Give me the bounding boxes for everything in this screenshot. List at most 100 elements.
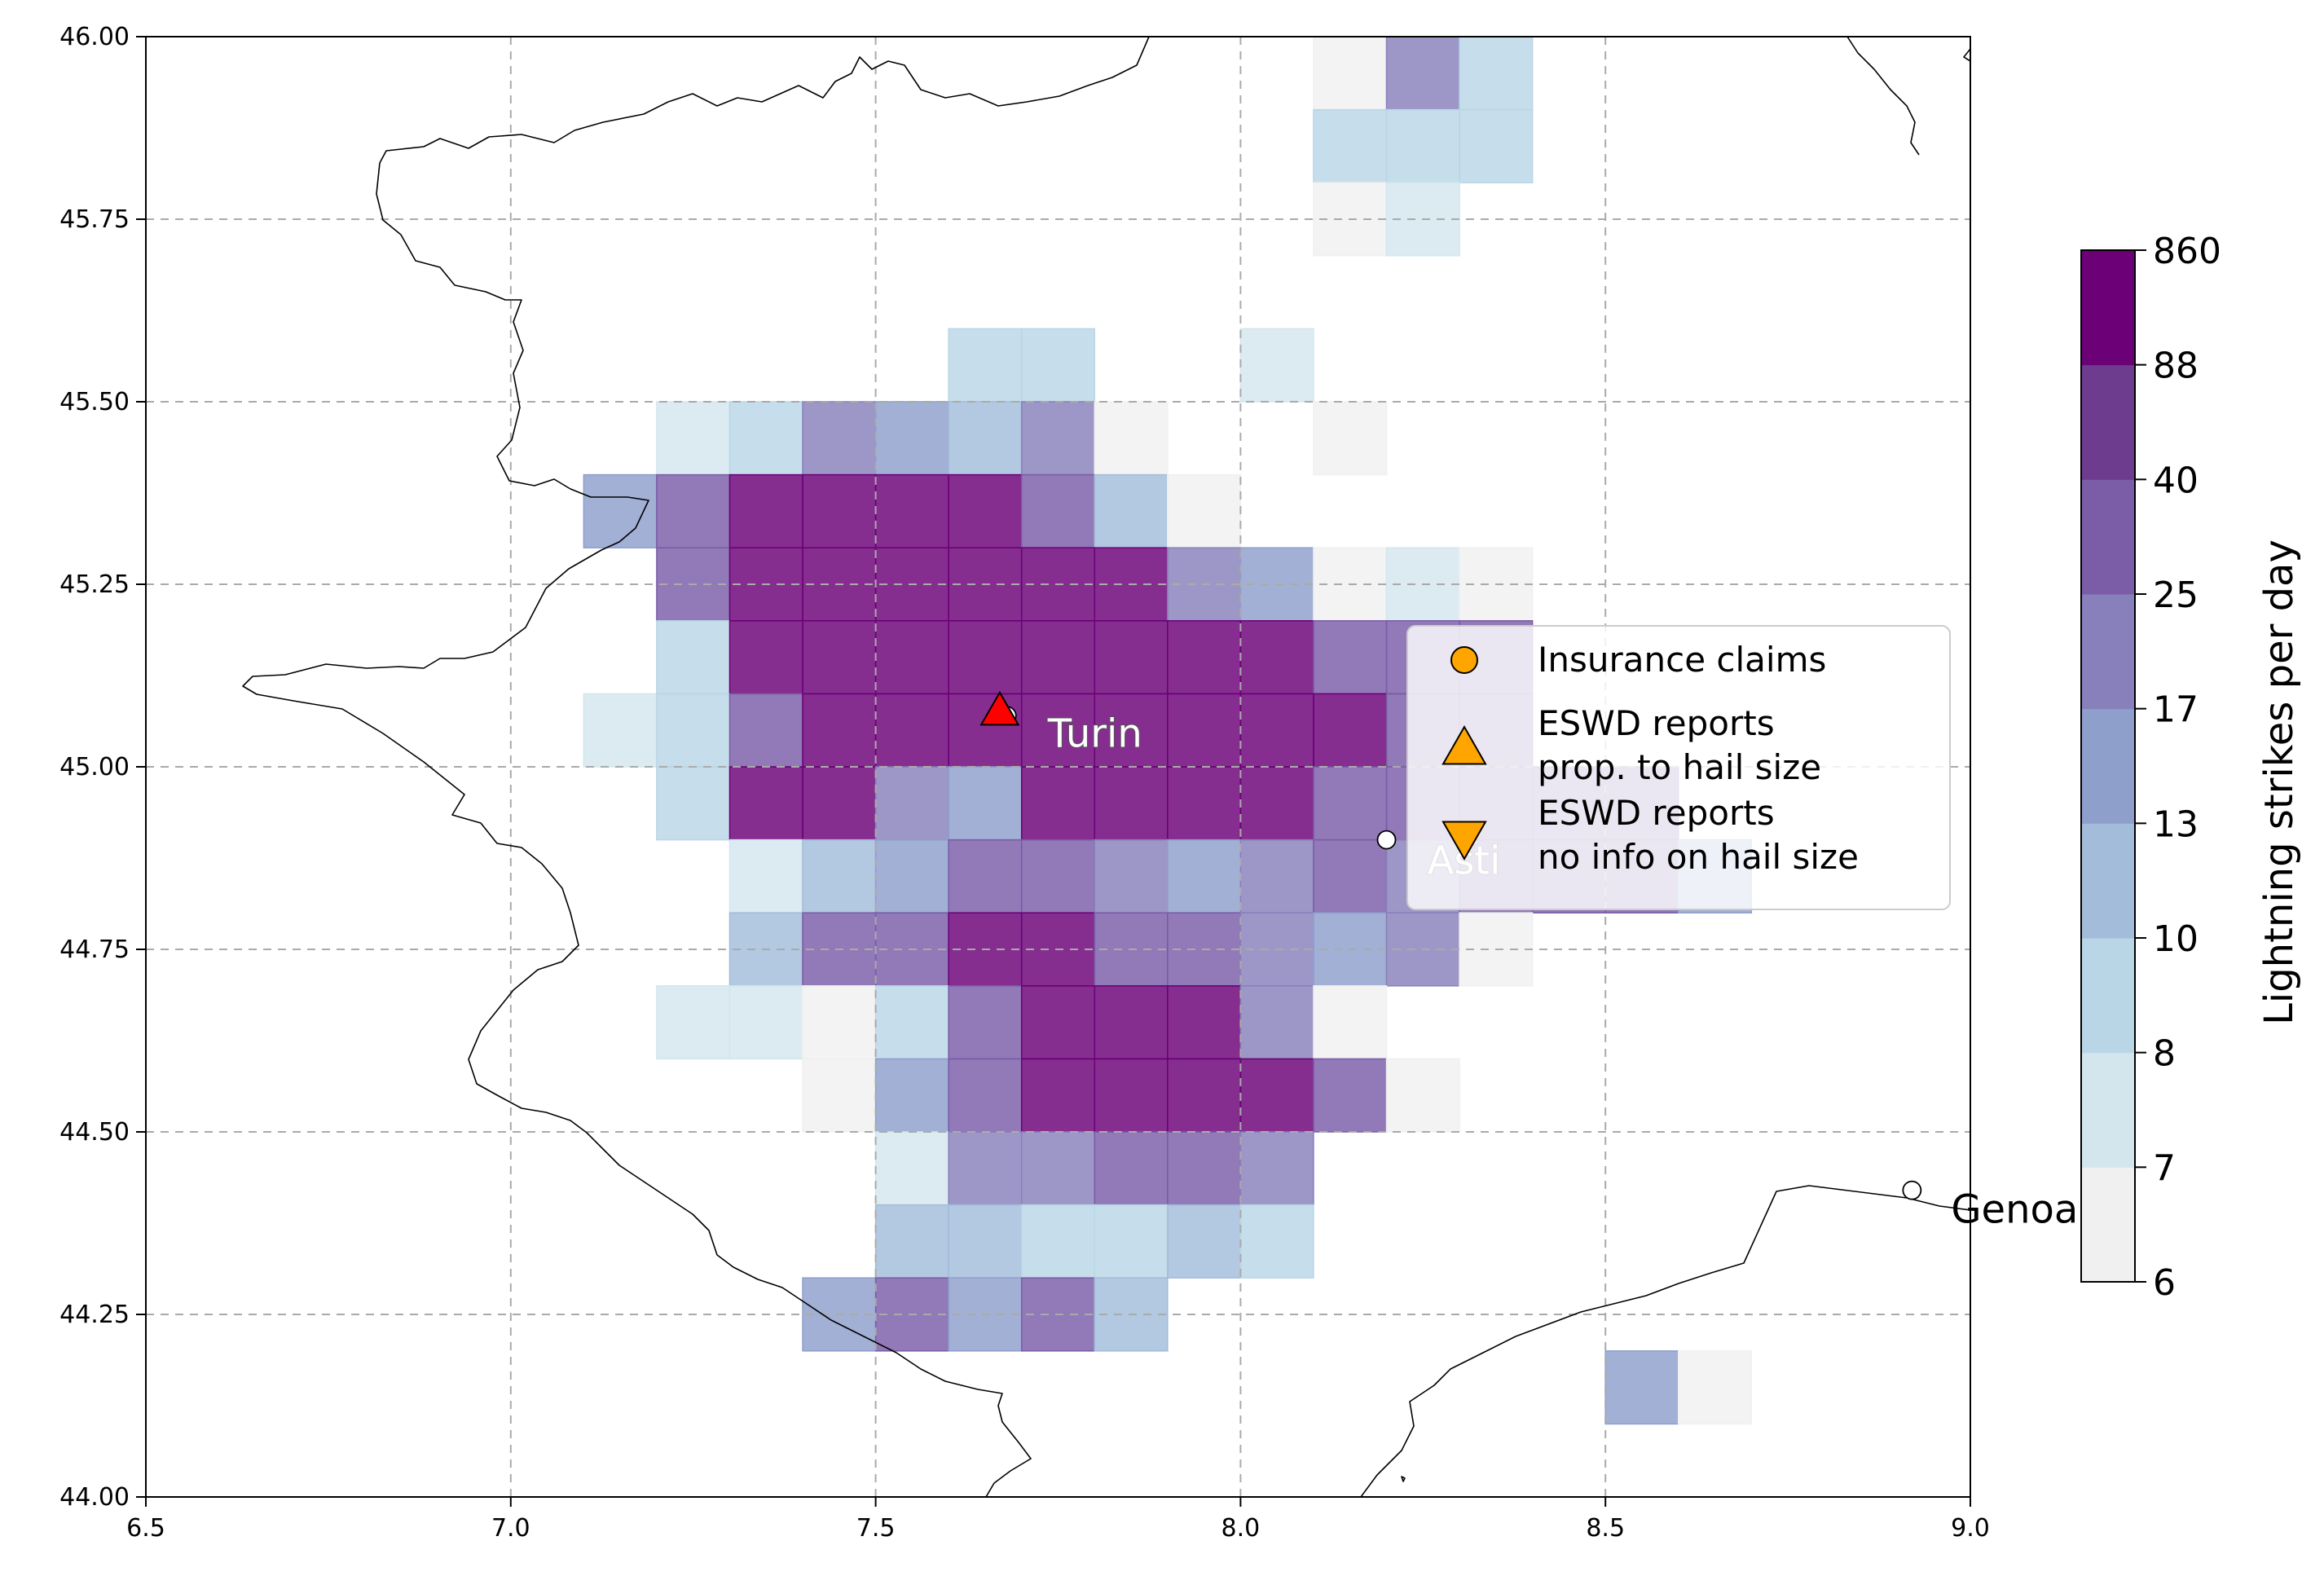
heatmap-cell <box>1239 620 1314 695</box>
heatmap-cell <box>874 1131 949 1206</box>
heatmap-cell <box>656 693 731 768</box>
heatmap-cell <box>1094 766 1169 841</box>
heatmap-cell <box>1167 839 1242 913</box>
colorbar-tick-label: 13 <box>2153 803 2199 845</box>
heatmap-cell <box>1094 693 1169 768</box>
colorbar-segment <box>2081 594 2135 710</box>
heatmap-cell <box>728 839 803 913</box>
x-axis: 6.5 7.0 7.5 8.0 8.5 9.0 <box>126 1497 1990 1543</box>
heatmap-cell <box>802 766 877 841</box>
heatmap-cell <box>1167 1058 1242 1133</box>
heatmap-cell <box>1020 401 1096 476</box>
heatmap-cell <box>1167 620 1242 695</box>
heatmap-cell <box>656 620 731 695</box>
colorbar-tick-label: 7 <box>2153 1147 2176 1189</box>
heatmap-cell <box>1313 108 1388 183</box>
heatmap-cell <box>948 473 1023 548</box>
heatmap-cell <box>874 401 949 476</box>
border-line-northeast <box>1846 37 1920 156</box>
heatmap-cell <box>728 766 803 841</box>
heatmap-cell <box>1094 473 1169 548</box>
colorbar-frame <box>2080 249 2136 1283</box>
heatmap-cell <box>1167 1204 1242 1279</box>
heatmap-cell <box>1094 1131 1169 1206</box>
heatmap-cell <box>728 401 803 476</box>
colorbar-tick-label: 25 <box>2153 574 2199 616</box>
legend-marker-circle <box>1450 646 1478 674</box>
heatmap-cell <box>1385 1058 1460 1133</box>
heatmap-cell <box>1020 985 1096 1060</box>
heatmap-cell <box>802 1058 877 1133</box>
legend-label-line2: no info on hail size <box>1538 837 1859 877</box>
heatmap-cell <box>583 693 658 768</box>
y-tick-label: 45.50 <box>59 388 130 416</box>
y-tick-label: 44.50 <box>59 1118 130 1147</box>
border-line-west <box>242 162 1032 1497</box>
heatmap-cell <box>1239 693 1314 768</box>
heatmap-cell <box>1459 108 1534 183</box>
colorbar-label: Lightning strikes per day <box>2256 539 2302 1025</box>
city-marker <box>1902 1180 1922 1200</box>
heatmap-cell <box>656 766 731 841</box>
legend-label-line2: prop. to hail size <box>1538 747 1821 787</box>
heatmap-cell <box>948 985 1023 1060</box>
legend-marker-triangle-up <box>1441 724 1487 765</box>
y-tick-label: 44.75 <box>59 935 130 964</box>
coastline-ligurian <box>1360 1185 1970 1497</box>
colorbar-tick-label: 17 <box>2153 689 2199 731</box>
heatmap-cell <box>874 693 949 768</box>
heatmap-cell <box>1020 766 1096 841</box>
heatmap-cell <box>1678 1350 1753 1425</box>
heatmap-cell <box>728 473 803 548</box>
y-tick-label: 44.00 <box>59 1483 130 1512</box>
heatmap-cell <box>1020 473 1096 548</box>
city-marker <box>1376 830 1397 850</box>
heatmap-cell <box>1167 985 1242 1060</box>
heatmap-cell <box>874 473 949 548</box>
eswd-report-marker <box>979 690 1020 726</box>
heatmap-cell <box>728 693 803 768</box>
x-tick-label: 8.0 <box>1221 1514 1261 1543</box>
colorbar-segment <box>2081 364 2135 480</box>
legend-box <box>1406 625 1951 910</box>
colorbar-segment <box>2081 823 2135 939</box>
colorbar-segment <box>2081 250 2135 366</box>
heatmap-cell <box>1020 1058 1096 1133</box>
heatmap-cell <box>1094 985 1169 1060</box>
heatmap-cell <box>1020 839 1096 913</box>
x-tick-label: 7.5 <box>856 1514 896 1543</box>
heatmap-cell <box>656 401 731 476</box>
heatmap-cell <box>802 693 877 768</box>
heatmap-cell <box>1020 328 1096 403</box>
heatmap-cell <box>1094 401 1169 476</box>
legend-label: Insurance claims <box>1538 640 1826 680</box>
colorbar-tick-label: 860 <box>2153 231 2221 272</box>
heatmap-cell <box>948 1204 1023 1279</box>
heatmap-cell <box>948 766 1023 841</box>
x-tick-label: 8.5 <box>1586 1514 1625 1543</box>
heatmap-cell <box>1239 1204 1314 1279</box>
legend-marker-triangle-down <box>1441 821 1487 861</box>
heatmap-cell <box>1094 1204 1169 1279</box>
heatmap-cell <box>1020 1204 1096 1279</box>
heatmap-cell <box>874 985 949 1060</box>
y-tick-label: 46.00 <box>59 23 130 51</box>
colorbar: 6 7 8 10 13 17 25 40 88 860 <box>2080 231 2221 1304</box>
heatmap-cell <box>948 1131 1023 1206</box>
x-tick-label: 7.0 <box>491 1514 530 1543</box>
colorbar-tick-label: 10 <box>2153 918 2199 960</box>
heatmap-cell <box>1313 620 1388 695</box>
city-label: Genoa <box>1951 1187 2078 1233</box>
border-line-north <box>379 37 1150 164</box>
heatmap-cell <box>874 1058 949 1133</box>
heatmap-cell <box>802 473 877 548</box>
heatmap-cell <box>1094 1058 1169 1133</box>
heatmap-cell <box>1459 37 1534 111</box>
y-tick-label: 44.25 <box>59 1301 130 1329</box>
colorbar-segment <box>2081 938 2135 1054</box>
heatmap-cell <box>1313 37 1388 111</box>
x-tick-label: 6.5 <box>126 1514 165 1543</box>
colorbar-tick-label: 40 <box>2153 460 2199 501</box>
heatmap-cell <box>948 401 1023 476</box>
legend-label: ESWD reports <box>1538 793 1775 833</box>
